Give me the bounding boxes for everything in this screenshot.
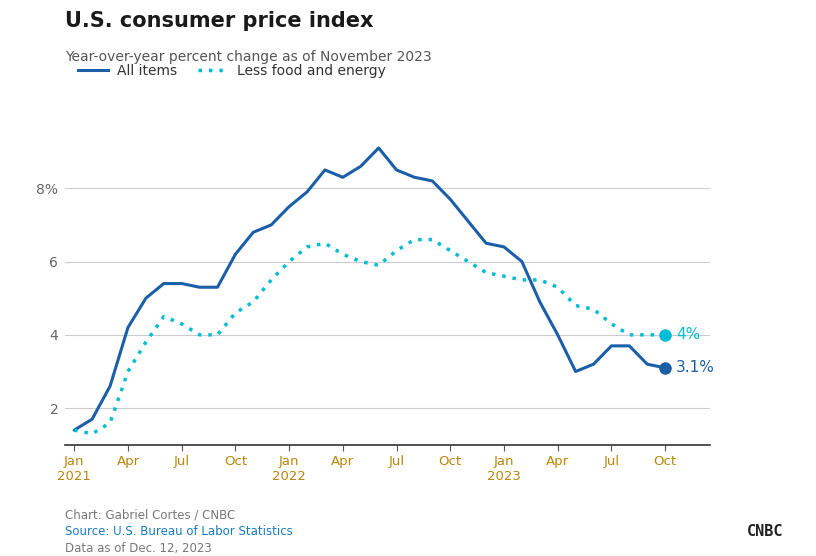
Text: U.S. consumer price index: U.S. consumer price index [65,11,374,31]
Text: Source: U.S. Bureau of Labor Statistics: Source: U.S. Bureau of Labor Statistics [65,525,293,538]
Text: Year-over-year percent change as of November 2023: Year-over-year percent change as of Nove… [65,50,432,64]
Text: 4%: 4% [676,327,700,342]
Text: Data as of Dec. 12, 2023: Data as of Dec. 12, 2023 [65,542,212,555]
Text: Chart: Gabriel Cortes / CNBC: Chart: Gabriel Cortes / CNBC [65,509,236,522]
Text: 3.1%: 3.1% [676,360,715,375]
Text: CNBC: CNBC [747,524,783,539]
Legend: All items, Less food and energy: All items, Less food and energy [73,58,391,83]
